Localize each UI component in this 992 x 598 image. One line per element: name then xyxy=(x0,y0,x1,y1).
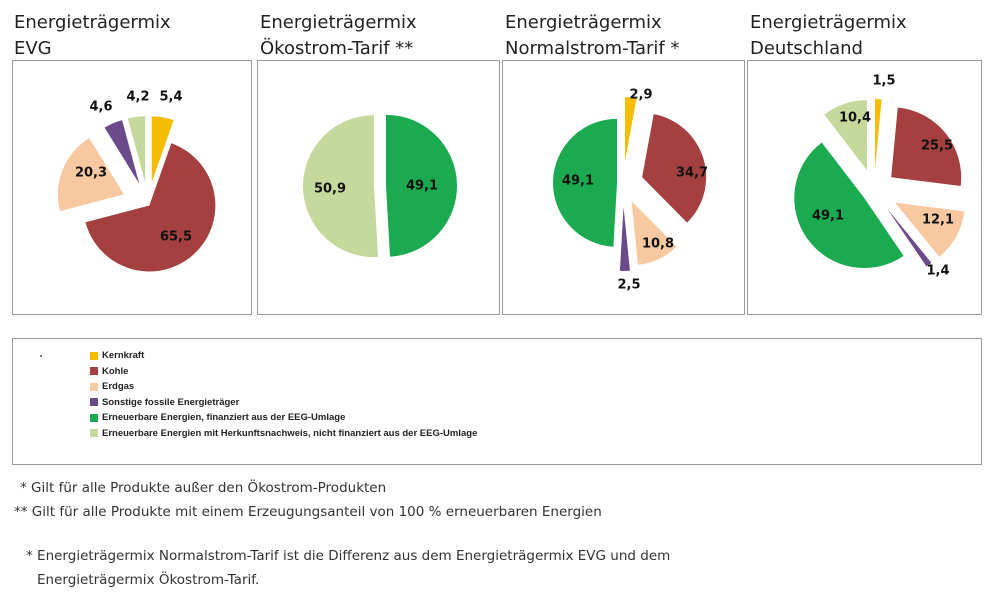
pie-slice-kernkraft xyxy=(625,97,637,162)
chart-title-oekostrom: Energieträgermix Ökostrom-Tarif ** xyxy=(260,10,417,62)
footnote-oekostrom: ** Gilt für alle Produkte mit einem Erze… xyxy=(14,504,602,520)
pie-chart-oekostrom: 49,1 50,9 xyxy=(257,60,500,315)
slice-value-label: 10,8 xyxy=(642,237,674,252)
legend: Kernkraft Kohle Erdgas Sonstige fossile Ene… xyxy=(12,338,982,465)
legend-item: Erdgas xyxy=(90,380,134,393)
legend-label: Sonstige fossile Energieträger xyxy=(102,396,240,408)
legend-swatch xyxy=(90,429,98,437)
slice-value-label: 12,1 xyxy=(922,213,954,228)
chart-title-normalstrom: Energieträgermix Normalstrom-Tarif * xyxy=(505,10,679,62)
pie-slice-kohle xyxy=(85,143,216,272)
pie-slice-erneuerbare-energien-mit-herkunftsnachweis-nicht-finanziert-aus-der-eeg-umlage xyxy=(303,115,379,258)
pie-slice-kohle xyxy=(642,114,707,223)
pie-slice-erneuerbare-energien-finanziert-aus-der-eeg-umlage xyxy=(794,142,904,269)
legend-swatch xyxy=(90,367,98,375)
pie-slice-kernkraft xyxy=(875,99,882,170)
pie-slice-kernkraft xyxy=(151,116,174,183)
slice-value-label: 2,9 xyxy=(629,88,652,103)
legend-label: Kernkraft xyxy=(102,350,145,361)
chart-title-line2: Deutschland xyxy=(750,38,863,59)
chart-title-line1: Energieträgermix xyxy=(750,12,907,33)
slice-value-label: 1,5 xyxy=(872,74,895,89)
slice-value-label: 2,5 xyxy=(617,278,640,293)
pie-svg-oekostrom: 49,1 50,9 xyxy=(303,114,457,258)
pie-slice-erdgas xyxy=(631,201,677,265)
legend-swatch xyxy=(90,382,98,391)
legend-swatch xyxy=(90,351,98,360)
legend-swatch xyxy=(90,398,98,406)
chart-title-line1: Energieträgermix xyxy=(14,12,171,33)
pie-chart-deutschland: 1,5 25,5 12,1 1,4 49,1 10,4 xyxy=(747,60,982,315)
legend-swatch xyxy=(90,413,98,422)
pie-slice-erneuerbare-energien-finanziert-aus-der-eeg-umlage xyxy=(385,114,457,257)
pie-slice-erneuerbare-energien-finanziert-aus-der-eeg-umlage xyxy=(553,118,618,247)
pie-svg-deutschland: 1,5 25,5 12,1 1,4 49,1 10,4 xyxy=(794,74,965,279)
chart-title-line2: Ökostrom-Tarif ** xyxy=(260,38,414,59)
pie-svg-normalstrom: 2,9 34,7 10,8 2,5 49,1 xyxy=(553,88,708,293)
pie-slice-erneuerbare-energien-mit-herkunftsnachweis-nicht-finanziert-aus-der-eeg-umlage xyxy=(127,116,146,183)
footnote-difference-line1: * Energieträgermix Normalstrom-Tarif ist… xyxy=(26,548,671,564)
slice-value-label: 34,7 xyxy=(676,166,708,181)
pie-chart-evg: 5,4 65,5 20,3 4,6 4,2 xyxy=(12,60,252,315)
footnote-normalstrom: * Gilt für alle Produkte außer den Ökost… xyxy=(20,480,387,496)
pie-slice-kohle xyxy=(891,107,962,187)
pie-chart-normalstrom: 2,9 34,7 10,8 2,5 49,1 xyxy=(502,60,745,315)
pie-slice-erneuerbare-energien-mit-herkunftsnachweis-nicht-finanziert-aus-der-eeg-umlage xyxy=(824,100,867,171)
slice-value-label: 65,5 xyxy=(160,230,192,245)
pie-slice-sonstige-fossile-energietrager xyxy=(619,206,630,271)
chart-title-line1: Energieträgermix xyxy=(505,12,662,33)
pie-slice-erdgas xyxy=(57,138,124,212)
legend-item: Kohle xyxy=(90,365,128,378)
pie-slice-sonstige-fossile-energietrager xyxy=(104,120,140,184)
legend-label: Erneuerbare Energien mit Herkunftsnachwe… xyxy=(102,427,478,439)
slice-value-label: 25,5 xyxy=(921,139,953,154)
slice-value-label: 1,4 xyxy=(926,264,949,279)
legend-item: Erneuerbare Energien, finanziert aus der… xyxy=(90,411,345,424)
slice-value-label: 20,3 xyxy=(75,166,107,181)
slice-value-label: 49,1 xyxy=(812,209,844,224)
slice-value-label: 50,9 xyxy=(314,182,346,197)
slice-value-label: 49,1 xyxy=(406,179,438,194)
pie-slice-sonstige-fossile-energietrager xyxy=(887,208,932,267)
legend-label: Erdgas xyxy=(102,381,135,392)
legend-label: Erneuerbare Energien, finanziert aus der… xyxy=(102,412,346,423)
slice-value-label: 4,6 xyxy=(89,100,112,115)
legend-item: Sonstige fossile Energieträger xyxy=(90,396,239,409)
chart-title-line1: Energieträgermix xyxy=(260,12,417,33)
legend-dot xyxy=(40,355,42,357)
slice-value-label: 49,1 xyxy=(562,174,594,189)
legend-item: Erneuerbare Energien mit Herkunftsnachwe… xyxy=(90,427,477,440)
slice-value-label: 10,4 xyxy=(839,111,871,126)
slice-value-label: 4,2 xyxy=(126,90,149,105)
pie-slice-erdgas xyxy=(894,202,965,257)
legend-item: Kernkraft xyxy=(90,349,144,362)
pie-svg-evg: 5,4 65,5 20,3 4,6 4,2 xyxy=(57,90,216,272)
chart-title-line2: EVG xyxy=(14,38,52,59)
chart-title-deutschland: Energieträgermix Deutschland xyxy=(750,10,907,62)
legend-label: Kohle xyxy=(102,365,129,377)
slice-value-label: 5,4 xyxy=(159,90,182,105)
chart-title-evg: Energieträgermix EVG xyxy=(14,10,171,62)
footnote-difference-line2: Energieträgermix Ökostrom-Tarif. xyxy=(37,572,260,588)
chart-title-line2: Normalstrom-Tarif * xyxy=(505,38,680,59)
